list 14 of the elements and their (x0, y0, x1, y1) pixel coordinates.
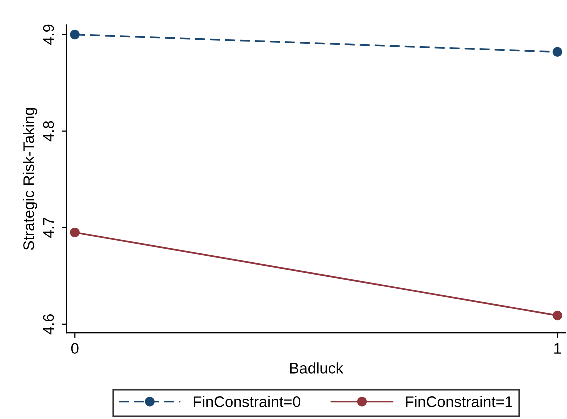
y-tick-label: 4.8 (43, 121, 54, 142)
legend-label: FinConstraint=1 (406, 396, 513, 408)
x-axis-title: Badluck (290, 362, 344, 374)
point (70, 228, 80, 238)
x-tick-label: 1 (554, 343, 562, 354)
y-axis-title: Strategic Risk-Taking (23, 108, 38, 250)
x-tick-label: 0 (71, 343, 79, 354)
point (70, 30, 80, 40)
y-tick-label: 4.7 (44, 218, 54, 238)
y-tick-label: 4.6 (43, 314, 54, 335)
legend-label: FinConstraint=0 (194, 396, 301, 408)
y-tick-label: 4.9 (43, 24, 54, 46)
point (552, 310, 563, 321)
point (552, 47, 563, 58)
